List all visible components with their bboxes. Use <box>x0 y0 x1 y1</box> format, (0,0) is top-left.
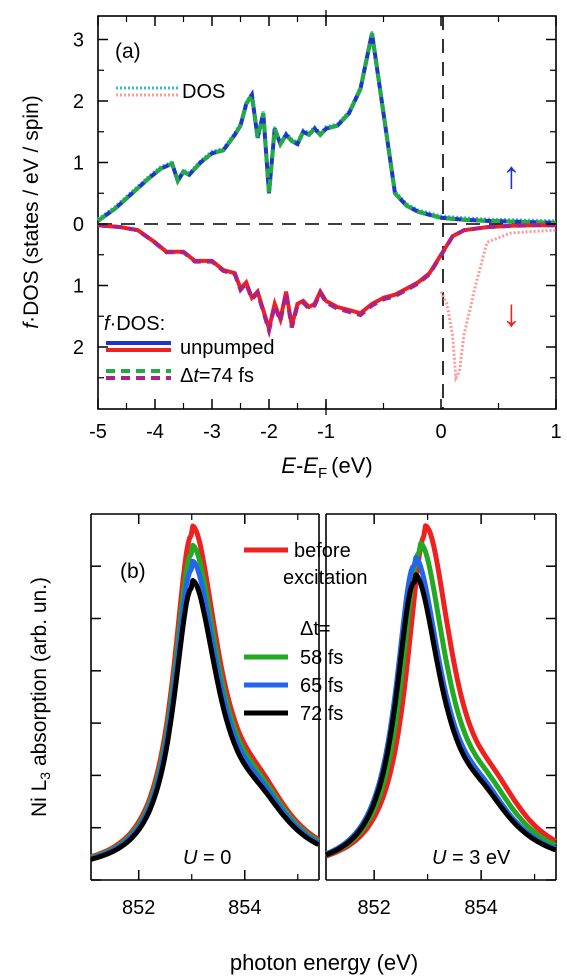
xlabel-dash: - <box>296 453 303 478</box>
ylabel-b-sub: 3 <box>37 772 53 780</box>
legend-before-label-1: before <box>294 540 351 562</box>
spin-down-arrow: ↓ <box>502 293 521 335</box>
panel-a-label: (a) <box>115 40 141 63</box>
legend-fdos-italic: f <box>104 313 112 335</box>
a-xtick-label: -2 <box>260 421 278 443</box>
b-xtick-label-left: 852 <box>122 897 155 919</box>
panel-a-ylabel: f·DOS (states / eV / spin) <box>20 95 43 328</box>
ylabel-b-pre: Ni L <box>28 780 51 817</box>
legend-dt-rest: =74 fs <box>199 365 254 387</box>
ylabel-rest: ·DOS (states / eV / spin) <box>20 95 43 323</box>
spin-up-arrow: ↑ <box>502 155 521 197</box>
legend-before-label-2: excitation <box>283 567 368 589</box>
a-ytick-label: 0 <box>73 214 84 236</box>
legend-fdos-rest: ·DOS: <box>110 313 166 335</box>
legend-dos-label: DOS <box>182 81 225 103</box>
a-ytick-label: 2 <box>73 337 84 359</box>
a-ytick-label: 1 <box>73 153 84 175</box>
legend-72-label: 72 fs <box>300 703 343 725</box>
b-xtick-label-right: 854 <box>464 897 497 919</box>
ylabel-f: f <box>20 321 43 329</box>
xlabel-e: E <box>281 453 296 478</box>
fdos-pumped-up-curve <box>96 32 557 225</box>
panel-a-xlabel: E-EF (eV) <box>281 453 372 482</box>
a-xtick-label: 0 <box>435 421 446 443</box>
legend-unpumped-label: unpumped <box>180 337 275 359</box>
panel-a-frame <box>97 15 557 410</box>
label-u-3: U = 3 eV <box>432 847 511 869</box>
legend-58-label: 58 fs <box>300 647 343 669</box>
label-u-3-italic: U <box>432 847 447 869</box>
xlabel-e2: E <box>303 453 318 478</box>
b-xtick-label-left: 854 <box>228 897 261 919</box>
xas-curve-right-0 <box>325 523 557 859</box>
a-xtick-label: -3 <box>203 421 221 443</box>
label-u-0-italic: U <box>183 847 198 869</box>
label-u-3-rest: = 3 eV <box>446 847 511 869</box>
legend-fdos-title: f·DOS: <box>104 313 165 335</box>
legend-dt-label: Δt= <box>300 618 331 640</box>
a-xtick-label: 1 <box>550 421 561 443</box>
a-ytick-label: 2 <box>73 91 84 113</box>
dos-down-curve <box>439 228 557 383</box>
legend-pumped-label: Δt=74 fs <box>180 365 254 387</box>
panel-b-xlabel: photon energy (eV) <box>230 950 418 975</box>
dos-up-curve <box>97 31 557 223</box>
panel-b-label: (b) <box>120 560 146 583</box>
fdos-unpumped-up-curve <box>96 32 557 225</box>
fdos-pumped-down-curve <box>97 223 556 339</box>
xas-curve-right-3 <box>324 572 557 858</box>
legend-65-label: 65 fs <box>300 675 343 697</box>
label-u-0-rest: = 0 <box>197 847 231 869</box>
panel-b-curves <box>90 523 557 862</box>
panel-b: 852 852 854 854 (b) before excitation Δt= 5… <box>28 513 557 975</box>
panel-a-xticks: -5 -4 -3 -2 -1 0 1 <box>89 16 562 443</box>
a-ytick-label: 1 <box>73 276 84 298</box>
a-xtick-label: -1 <box>317 421 335 443</box>
label-u-0: U = 0 <box>183 847 231 869</box>
panel-b-yticks <box>91 565 556 881</box>
xas-curve-left-3 <box>90 578 320 862</box>
a-ytick-label: 3 <box>73 30 84 52</box>
ylabel-b-post: absorption (arb. un.) <box>28 577 51 772</box>
panel-a-curves <box>96 31 557 383</box>
a-xtick-label: -4 <box>146 421 164 443</box>
xlabel-units: (eV) <box>331 453 373 478</box>
xlabel-sub: F <box>318 465 327 482</box>
legend-dt-italic: t <box>193 365 200 387</box>
panel-b-xticks: 852 852 854 854 <box>122 514 536 919</box>
legend-dt-prefix: Δ <box>180 365 193 387</box>
a-xtick-label: -5 <box>89 421 107 443</box>
panel-a-yticks: 3 2 1 0 1 2 <box>73 30 556 379</box>
panel-b-ylabel: Ni L3 absorption (arb. un.) <box>28 577 53 817</box>
b-xtick-label-right: 852 <box>357 897 390 919</box>
